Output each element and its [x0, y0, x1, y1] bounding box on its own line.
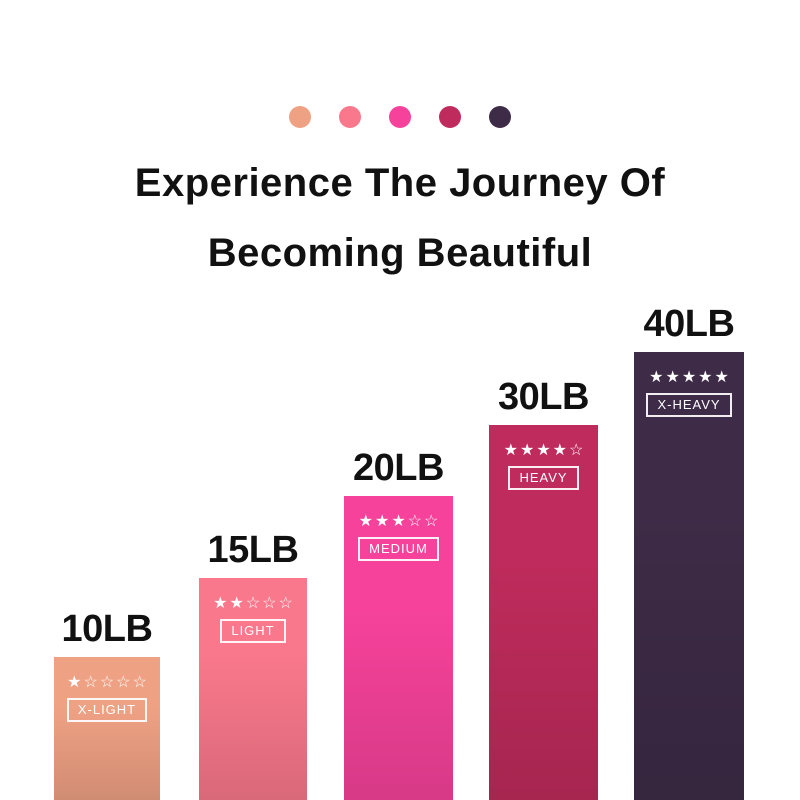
- star-filled-icon: ★: [374, 513, 390, 530]
- dot-light: [339, 106, 361, 128]
- color-swatch-row: [0, 106, 800, 128]
- star-rating: ★ ★ ★ ★ ★: [649, 370, 729, 386]
- bar-15lb: ★ ★ ☆ ☆ ☆ LIGHT: [199, 578, 307, 800]
- star-filled-icon: ★: [665, 369, 680, 386]
- star-filled-icon: ★: [681, 369, 697, 386]
- star-filled-icon: ★: [519, 442, 535, 459]
- bar-10lb: ★ ☆ ☆ ☆ ☆ X-LIGHT: [54, 657, 160, 800]
- star-filled-icon: ★: [67, 674, 82, 691]
- bar-30lb: ★ ★ ★ ★ ☆ HEAVY: [489, 425, 598, 800]
- star-rating: ★ ★ ★ ☆ ☆: [359, 514, 439, 530]
- page-title-line-2: Becoming Beautiful: [207, 231, 593, 275]
- star-empty-icon: ☆: [407, 513, 423, 530]
- bar-group-20lb[interactable]: 20LB ★ ★ ★ ☆ ☆ MEDIUM: [344, 447, 453, 800]
- bar-label-15lb: 15LB: [207, 529, 299, 571]
- star-rating: ★ ★ ★ ★ ☆: [504, 443, 584, 459]
- bar-group-10lb[interactable]: 10LB ★ ☆ ☆ ☆ ☆ X-LIGHT: [54, 608, 160, 800]
- star-filled-icon: ★: [391, 513, 406, 530]
- star-empty-icon: ☆: [245, 595, 261, 612]
- star-empty-icon: ☆: [569, 442, 584, 459]
- bar-label-10lb: 10LB: [61, 608, 153, 650]
- star-filled-icon: ★: [698, 369, 713, 386]
- star-filled-icon: ★: [229, 595, 244, 612]
- bar-content: ★ ★ ☆ ☆ ☆ LIGHT: [199, 596, 307, 643]
- level-badge-x-light: X-LIGHT: [66, 698, 148, 722]
- bar-gradient-overlay: [634, 352, 744, 800]
- star-empty-icon: ☆: [99, 674, 115, 691]
- star-empty-icon: ☆: [262, 595, 277, 612]
- dot-x-heavy: [489, 106, 511, 128]
- bar-group-15lb[interactable]: 15LB ★ ★ ☆ ☆ ☆ LIGHT: [199, 529, 307, 800]
- star-rating: ★ ☆ ☆ ☆ ☆: [67, 675, 147, 691]
- dot-x-light: [289, 106, 311, 128]
- star-filled-icon: ★: [552, 442, 568, 459]
- star-empty-icon: ☆: [278, 595, 293, 612]
- bar-content: ★ ★ ★ ☆ ☆ MEDIUM: [344, 514, 453, 561]
- star-filled-icon: ★: [358, 513, 373, 530]
- star-filled-icon: ★: [213, 595, 228, 612]
- bar-group-40lb[interactable]: 40LB ★ ★ ★ ★ ★ X-HEAVY: [634, 303, 744, 800]
- level-badge-x-heavy: X-HEAVY: [646, 393, 732, 417]
- level-badge-heavy: HEAVY: [508, 466, 579, 490]
- bar-label-40lb: 40LB: [643, 303, 735, 345]
- level-badge-light: LIGHT: [220, 619, 286, 643]
- star-filled-icon: ★: [714, 369, 729, 386]
- page-title-line-1: Experience The Journey Of: [134, 161, 666, 205]
- star-empty-icon: ☆: [116, 674, 131, 691]
- dot-heavy: [439, 106, 461, 128]
- bar-group-30lb[interactable]: 30LB ★ ★ ★ ★ ☆ HEAVY: [489, 376, 598, 800]
- bar-40lb: ★ ★ ★ ★ ★ X-HEAVY: [634, 352, 744, 800]
- star-filled-icon: ★: [536, 442, 551, 459]
- bar-content: ★ ★ ★ ★ ★ X-HEAVY: [634, 370, 744, 417]
- star-rating: ★ ★ ☆ ☆ ☆: [213, 596, 293, 612]
- page-title: Experience The Journey Of Becoming Beaut…: [0, 148, 800, 288]
- star-filled-icon: ★: [503, 442, 518, 459]
- star-empty-icon: ☆: [83, 674, 98, 691]
- bar-label-30lb: 30LB: [498, 376, 589, 418]
- bar-content: ★ ★ ★ ★ ☆ HEAVY: [489, 443, 598, 490]
- star-empty-icon: ☆: [132, 674, 147, 691]
- star-empty-icon: ☆: [424, 513, 439, 530]
- level-badge-medium: MEDIUM: [358, 537, 439, 561]
- star-filled-icon: ★: [649, 369, 664, 386]
- bar-content: ★ ☆ ☆ ☆ ☆ X-LIGHT: [54, 675, 160, 722]
- dot-medium: [389, 106, 411, 128]
- bar-20lb: ★ ★ ★ ☆ ☆ MEDIUM: [344, 496, 453, 800]
- bar-label-20lb: 20LB: [353, 447, 444, 489]
